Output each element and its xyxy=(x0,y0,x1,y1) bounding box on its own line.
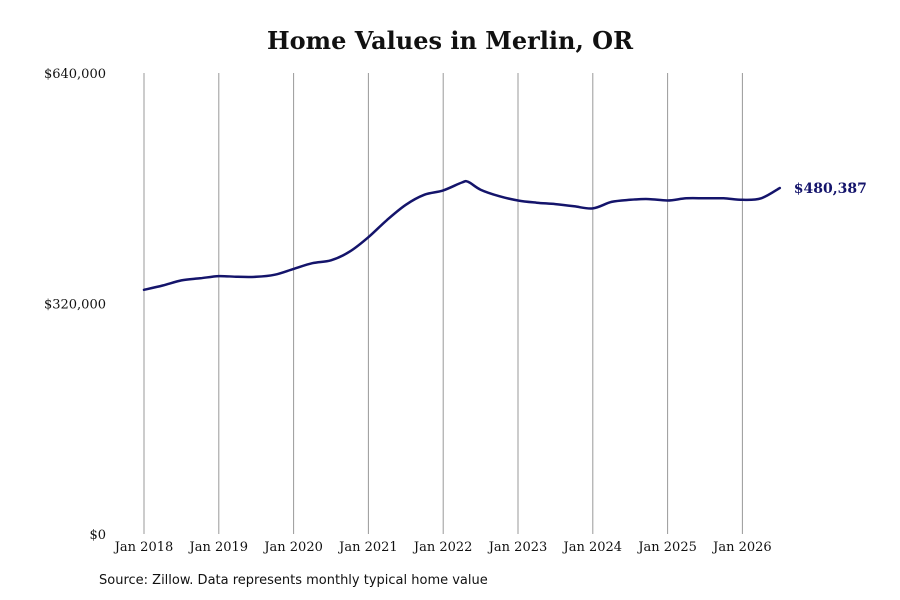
source-note: Source: Zillow. Data represents monthly … xyxy=(99,573,488,588)
x-tick-label: Jan 2025 xyxy=(636,540,697,555)
end-value-label: $480,387 xyxy=(794,181,867,197)
x-tick-label: Jan 2022 xyxy=(412,540,473,555)
chart-title: Home Values in Merlin, OR xyxy=(266,26,634,55)
gridlines xyxy=(143,73,743,534)
x-tick-label: Jan 2019 xyxy=(188,540,249,555)
y-tick-label: $0 xyxy=(89,528,106,543)
x-tick-label: Jan 2026 xyxy=(711,540,772,555)
axis-labels: Jan 2018 Jan 2019 Jan 2020 Jan 2021 Jan 2022… xyxy=(44,67,772,555)
x-tick-label: Jan 2024 xyxy=(562,540,623,555)
x-tick-label: Jan 2023 xyxy=(487,540,548,555)
x-tick-label: Jan 2021 xyxy=(337,540,398,555)
x-tick-label: Jan 2020 xyxy=(262,540,323,555)
x-tick-label: Jan 2018 xyxy=(113,540,174,555)
y-tick-label: $320,000 xyxy=(44,298,106,313)
y-tick-label: $640,000 xyxy=(44,67,106,82)
series-line xyxy=(142,179,782,292)
